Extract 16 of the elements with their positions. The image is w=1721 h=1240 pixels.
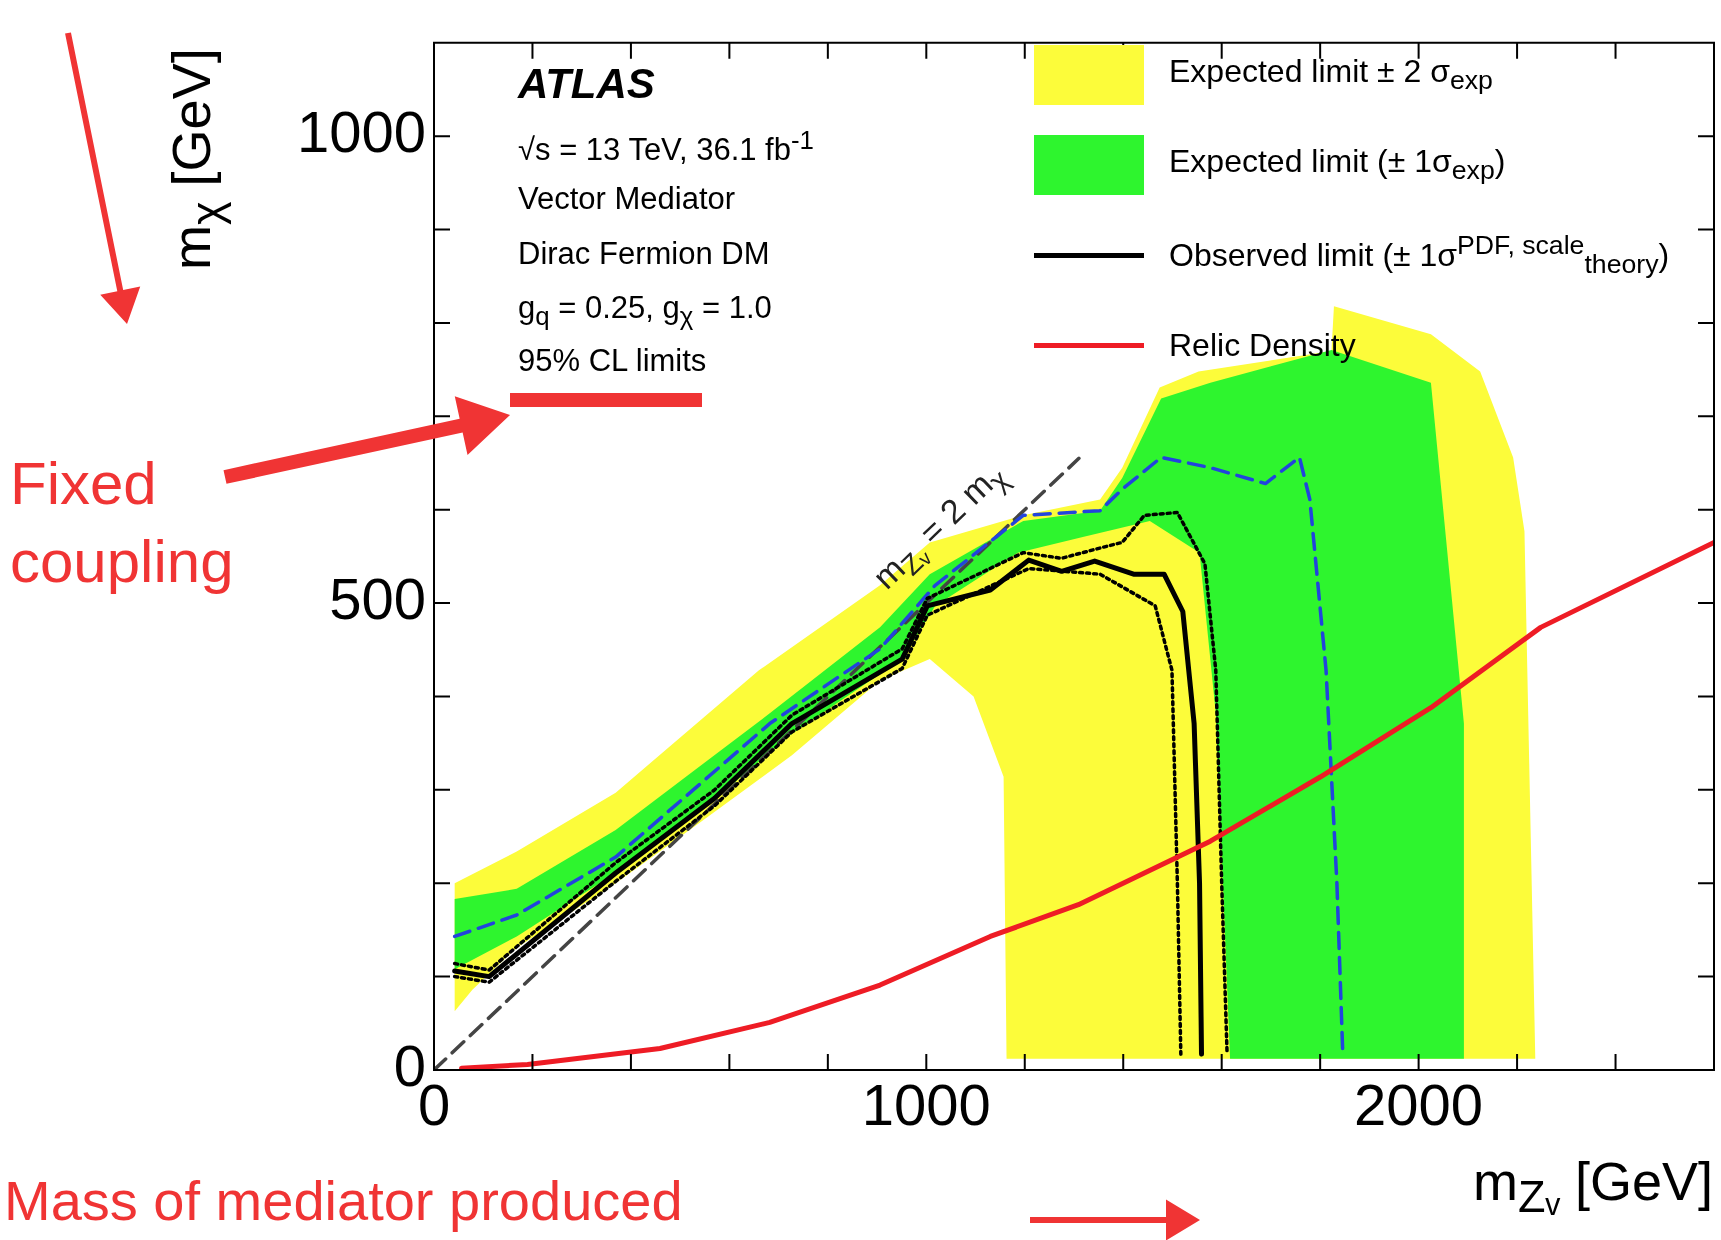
x-tick-label: 2000 — [1354, 1071, 1484, 1137]
legend-label: Expected limit ± 2 σ$_{exp}$ — [1169, 53, 1493, 97]
annotation: Dirac Fermion DM — [518, 236, 770, 272]
x-axis-title: m$_{Zᵥ}$ [GeV] — [1473, 1150, 1713, 1223]
legend-label: Observed limit (± 1σ$^{PDF, scale}$$_{theory}$) — [1169, 229, 1670, 281]
annotation: ATLAS — [518, 60, 655, 108]
text: Fixed coupling — [10, 449, 235, 597]
annotation: Vector Mediator — [518, 181, 736, 217]
annotation: 95% CL limits — [518, 343, 707, 379]
text: Mass of mediator produced — [4, 1168, 683, 1233]
annotation: √s = 13 TeV, 36.1 fb$^{-1}$ — [518, 126, 814, 169]
x-tick-label: 1000 — [861, 1071, 991, 1137]
y-tick-label: 500 — [329, 566, 426, 632]
y-tick-label: 1000 — [296, 99, 426, 165]
annotation: g$_{q}$ = 0.25, g$_{χ}$ = 1.0 — [518, 290, 772, 332]
legend-label: Expected limit (± 1σ$_{exp}$) — [1169, 143, 1506, 187]
